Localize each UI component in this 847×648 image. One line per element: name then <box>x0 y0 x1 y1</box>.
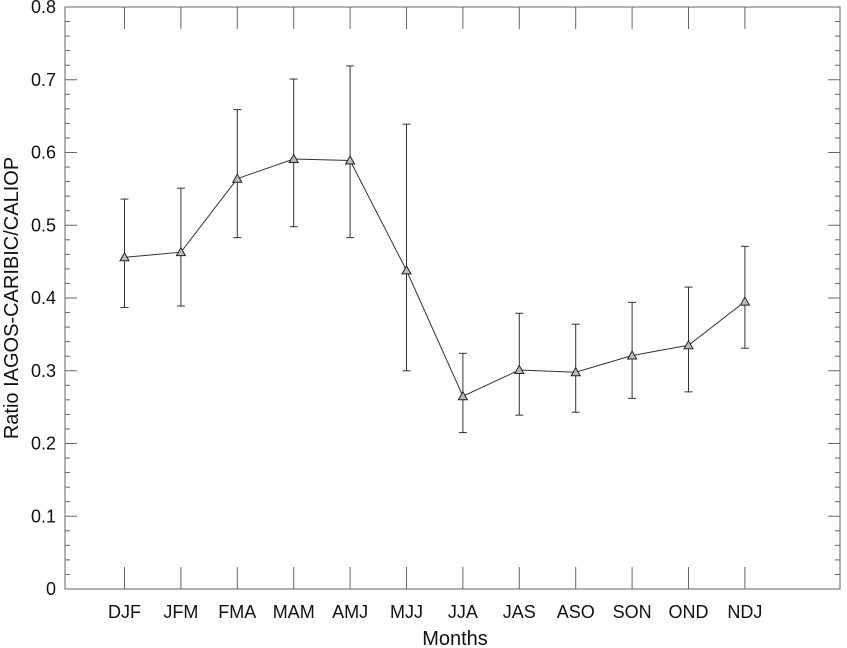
y-tick-label: 0.4 <box>31 288 56 308</box>
x-axis-ticks: DJF JFM FMA MAM AMJ MJJ JJA JAS ASO SON OND NDJ <box>108 7 762 622</box>
data-point-triangle <box>739 296 751 306</box>
y-tick-label: 0.8 <box>31 0 56 17</box>
data-markers <box>119 153 751 401</box>
data-point-triangle <box>626 349 638 360</box>
series-line <box>124 158 746 397</box>
x-axis-label: Months <box>422 628 488 648</box>
minor-ticks <box>65 21 840 575</box>
y-tick-label: 0 <box>46 579 56 599</box>
y-tick-label: 0.5 <box>31 215 56 235</box>
y-tick-label: 0.7 <box>31 70 56 90</box>
data-point-triangle <box>457 390 469 401</box>
x-tick-label: MAM <box>273 602 315 622</box>
y-tick-label: 0.6 <box>31 143 56 163</box>
data-point-triangle <box>119 251 130 262</box>
data-point-triangle <box>683 339 694 350</box>
data-point-triangle <box>288 153 300 164</box>
y-tick-label: 0.3 <box>31 361 56 381</box>
x-tick-label: AMJ <box>332 602 368 622</box>
x-tick-label: FMA <box>218 602 256 622</box>
data-point-triangle <box>231 173 243 183</box>
y-tick-label: 0.1 <box>31 506 56 526</box>
x-tick-label: DJF <box>108 602 141 622</box>
data-point-triangle <box>175 246 187 257</box>
x-tick-label: OND <box>669 602 709 622</box>
y-tick-label: 0.2 <box>31 434 56 454</box>
x-tick-label: SON <box>613 602 652 622</box>
y-axis-ticks: 0 0.1 0.2 0.3 0.4 0.5 0.6 0.7 0.8 <box>31 0 840 599</box>
x-tick-label: ASO <box>557 602 595 622</box>
y-axis-label: Ratio IAGOS-CARIBIC/CALIOP <box>1 157 23 439</box>
data-point-triangle <box>570 366 582 377</box>
data-point-triangle <box>401 264 412 275</box>
error-bars <box>120 65 749 434</box>
x-tick-label: JAS <box>503 602 536 622</box>
x-tick-label: JJA <box>448 602 478 622</box>
data-point-triangle <box>344 154 356 165</box>
x-tick-label: NDJ <box>727 602 762 622</box>
x-tick-label: JFM <box>163 602 198 622</box>
data-point-triangle <box>513 364 525 375</box>
x-tick-label: MJJ <box>390 602 423 622</box>
